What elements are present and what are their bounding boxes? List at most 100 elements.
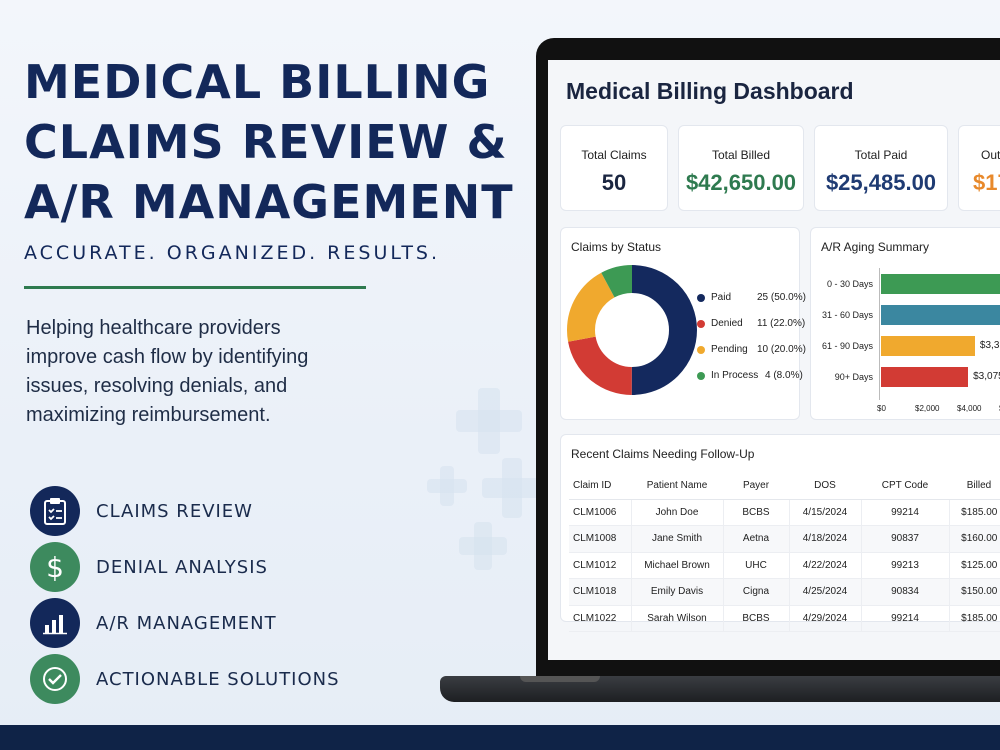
divider bbox=[24, 286, 366, 289]
legend-label: Paid bbox=[711, 292, 732, 303]
table-cell: BCBS bbox=[722, 499, 789, 526]
column-header[interactable]: Patient Name bbox=[631, 473, 723, 500]
legend-item: Denied 11 (22.0%) bbox=[697, 318, 805, 329]
table-body: CLM1006 John Doe BCBS 4/15/2024 99214 $185.00… bbox=[569, 499, 1000, 632]
aging-category-label: 61 - 90 Days bbox=[821, 341, 873, 351]
tagline: ACCURATE. ORGANIZED. RESULTS. bbox=[24, 242, 441, 264]
table-row[interactable]: CLM1012 Michael Brown UHC 4/22/2024 99213 $12… bbox=[569, 552, 1000, 579]
service-claims-review: CLAIMS REVIEW bbox=[30, 486, 253, 536]
dashboard-screen: Medical Billing Dashboard Total Claims 5… bbox=[548, 60, 1000, 660]
table-cell: 90837 bbox=[860, 525, 949, 553]
hero-title: MEDICAL BILLING CLAIMS REVIEW & A/R MANA… bbox=[24, 52, 524, 232]
kpi-card-total-billed[interactable]: Total Billed $42,650.00 bbox=[678, 125, 804, 211]
table-cell: Michael Brown bbox=[630, 552, 723, 579]
aging-bar[interactable] bbox=[881, 336, 975, 356]
legend-dot bbox=[697, 345, 705, 354]
bar-chart-icon bbox=[30, 598, 80, 648]
table-cell: Jane Smith bbox=[630, 525, 723, 553]
decorative-cross bbox=[427, 479, 467, 493]
kpi-label: Total Paid bbox=[854, 148, 908, 162]
column-header[interactable]: DOS bbox=[789, 473, 861, 500]
aging-bar[interactable] bbox=[881, 367, 969, 387]
legend-item: Paid 25 (50.0%) bbox=[697, 292, 806, 303]
legend-value: 10 (20.0%) bbox=[757, 344, 806, 355]
table-cell: UHC bbox=[722, 552, 789, 579]
table-header-row: Claim ID Patient Name Payer DOS CPT Code Bill… bbox=[569, 473, 1000, 500]
aging-axis-tick: $2,000 bbox=[915, 404, 940, 413]
legend-value: 25 (50.0%) bbox=[757, 292, 806, 303]
kpi-value: $17 bbox=[973, 170, 1000, 195]
legend-item: In Process 4 (8.0%) bbox=[697, 370, 803, 381]
kpi-label: Out bbox=[981, 148, 1000, 162]
table-cell: $185.00 bbox=[948, 605, 1000, 632]
aging-category-label: 90+ Days bbox=[834, 372, 873, 382]
table-row[interactable]: CLM1006 John Doe BCBS 4/15/2024 99214 $185.00 bbox=[569, 499, 1000, 526]
table-cell: CLM1018 bbox=[569, 578, 631, 606]
bottom-bar bbox=[0, 725, 1000, 750]
kpi-value: $42,650.00 bbox=[685, 170, 797, 195]
legend-value: 4 (8.0%) bbox=[765, 370, 803, 381]
column-header[interactable]: Claim ID bbox=[569, 473, 631, 500]
table-row[interactable]: CLM1022 Sarah Wilson BCBS 4/29/2024 99214 $18… bbox=[569, 605, 1000, 632]
donut-slice-pending[interactable] bbox=[567, 265, 697, 395]
column-header[interactable]: CPT Code bbox=[861, 473, 949, 500]
legend-dot bbox=[697, 293, 705, 302]
aging-axis-tick: $0 bbox=[877, 404, 886, 413]
aging-bar-value: $3,075.00 bbox=[973, 371, 1000, 382]
laptop-notch bbox=[520, 676, 600, 682]
legend-label: Pending bbox=[711, 344, 748, 355]
decorative-cross bbox=[456, 410, 522, 432]
recent-claims-table: Claim ID Patient Name Payer DOS CPT Code Bill… bbox=[569, 473, 1000, 632]
check-circle-icon bbox=[30, 654, 80, 704]
table-cell: 90834 bbox=[860, 578, 949, 606]
table-cell: Aetna bbox=[722, 525, 789, 553]
table-cell: Sarah Wilson bbox=[630, 605, 723, 632]
column-header[interactable]: Billed bbox=[949, 473, 1000, 500]
table-row[interactable]: CLM1018 Emily Davis Cigna 4/25/2024 90834 $15… bbox=[569, 578, 1000, 606]
table-cell: CLM1022 bbox=[569, 605, 631, 632]
table-cell: 4/25/2024 bbox=[788, 578, 861, 606]
hero-description: Helping healthcare providers improve cas… bbox=[26, 317, 309, 426]
table-cell: $125.00 bbox=[948, 552, 1000, 579]
hero-title-line: MEDICAL BILLING bbox=[24, 55, 491, 109]
table-cell: $150.00 bbox=[948, 578, 1000, 606]
legend-label: Denied bbox=[711, 318, 743, 329]
aging-bar-value: $3,315.00 bbox=[979, 340, 1000, 351]
aging-bar[interactable] bbox=[881, 274, 1000, 294]
kpi-card-total-paid[interactable]: Total Paid $25,485.00 bbox=[814, 125, 948, 211]
kpi-value: 50 bbox=[601, 170, 627, 195]
claims-by-status-panel: Claims by Status Paid 25 (50.0%) Denied 11 … bbox=[560, 227, 806, 420]
ar-aging-panel: A/R Aging Summary 0 - 30 Days 31 - 60 Day… bbox=[810, 227, 1000, 420]
table-cell: John Doe bbox=[630, 499, 723, 526]
panel-title: A/R Aging Summary bbox=[821, 240, 930, 254]
aging-axis-line bbox=[879, 268, 880, 400]
legend-item: Pending 10 (20.0%) bbox=[697, 344, 806, 355]
table-row[interactable]: CLM1008 Jane Smith Aetna 4/18/2024 90837 $160… bbox=[569, 525, 1000, 553]
kpi-card-total-claims[interactable]: Total Claims 50 bbox=[560, 125, 668, 211]
service-actionable-solutions: ACTIONABLE SOLUTIONS bbox=[30, 654, 340, 704]
table-cell: $185.00 bbox=[948, 499, 1000, 526]
table-cell: CLM1008 bbox=[569, 525, 631, 553]
decorative-cross bbox=[482, 478, 542, 498]
kpi-card-outstanding[interactable]: Out $17 bbox=[958, 125, 1000, 211]
column-header[interactable]: Payer bbox=[723, 473, 789, 500]
aging-category-label: 31 - 60 Days bbox=[821, 310, 873, 320]
table-cell: 99214 bbox=[860, 499, 949, 526]
table-cell: CLM1006 bbox=[569, 499, 631, 526]
aging-category-label: 0 - 30 Days bbox=[826, 279, 873, 289]
decorative-cross bbox=[459, 537, 507, 555]
service-label: CLAIMS REVIEW bbox=[96, 500, 253, 522]
table-cell: 99214 bbox=[860, 605, 949, 632]
aging-bar[interactable] bbox=[881, 305, 1000, 325]
service-label: ACTIONABLE SOLUTIONS bbox=[96, 668, 340, 690]
donut-slice-in-process[interactable] bbox=[567, 265, 697, 395]
dashboard-title: Medical Billing Dashboard bbox=[566, 78, 854, 104]
legend-value: 11 (22.0%) bbox=[757, 318, 806, 329]
service-denial-analysis: $ DENIAL ANALYSIS bbox=[30, 542, 268, 592]
kpi-label: Total Claims bbox=[581, 148, 647, 162]
table-cell: 4/22/2024 bbox=[788, 552, 861, 579]
recent-claims-panel: Recent Claims Needing Follow-Up Claim ID… bbox=[560, 434, 1000, 632]
hero-title-line: A/R MANAGEMENT bbox=[24, 175, 514, 229]
table-cell: 99213 bbox=[860, 552, 949, 579]
status-donut-chart bbox=[567, 265, 697, 395]
